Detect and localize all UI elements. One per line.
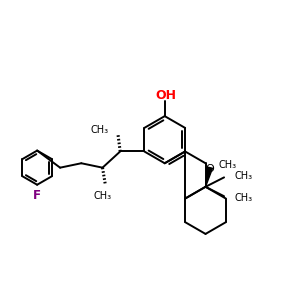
Text: CH₃: CH₃ bbox=[90, 125, 108, 135]
Text: CH₃: CH₃ bbox=[234, 171, 253, 181]
Text: O: O bbox=[206, 164, 214, 173]
Text: CH₃: CH₃ bbox=[234, 193, 253, 203]
Text: CH₃: CH₃ bbox=[93, 190, 112, 201]
Text: OH: OH bbox=[155, 89, 176, 102]
Text: F: F bbox=[33, 189, 41, 202]
Text: CH₃: CH₃ bbox=[218, 160, 236, 170]
Polygon shape bbox=[206, 167, 212, 187]
